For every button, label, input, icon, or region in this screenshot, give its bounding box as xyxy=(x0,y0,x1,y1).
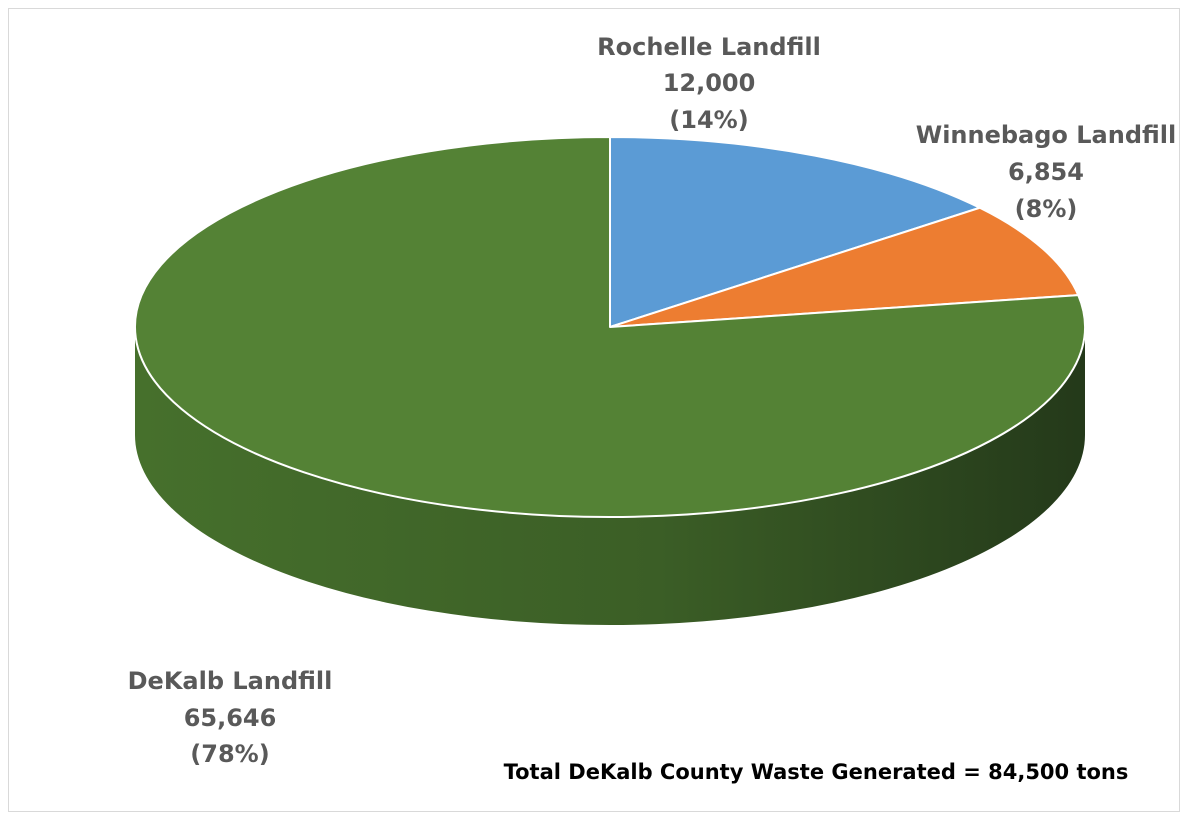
slice-label-percent: (14%) xyxy=(669,106,748,134)
total-annotation: Total DeKalb County Waste Generated = 84… xyxy=(504,760,1129,784)
slice-label-percent: (8%) xyxy=(1015,195,1078,223)
slice-label-percent: (78%) xyxy=(190,740,269,768)
pie-chart: Rochelle Landfill 12,000 (14%) Winnebago… xyxy=(128,33,1177,784)
slice-label-value: 12,000 xyxy=(663,69,756,97)
slice-side-dekalb-landfill xyxy=(135,327,1085,625)
slice-label-name: Rochelle Landfill xyxy=(597,33,821,61)
slice-label-value: 6,854 xyxy=(1008,158,1084,186)
slice-winnebago-landfill xyxy=(609,206,1080,328)
slice-label-value: 65,646 xyxy=(184,704,277,732)
slice-label-name: DeKalb Landfill xyxy=(128,667,333,695)
pie-slices xyxy=(134,136,1086,625)
slice-rochelle-landfill xyxy=(609,136,981,328)
slice-label-name: Winnebago Landfill xyxy=(916,121,1177,149)
slice-dekalb-landfill xyxy=(134,136,1086,518)
chart-area: Rochelle Landfill 12,000 (14%) Winnebago… xyxy=(8,8,1180,812)
